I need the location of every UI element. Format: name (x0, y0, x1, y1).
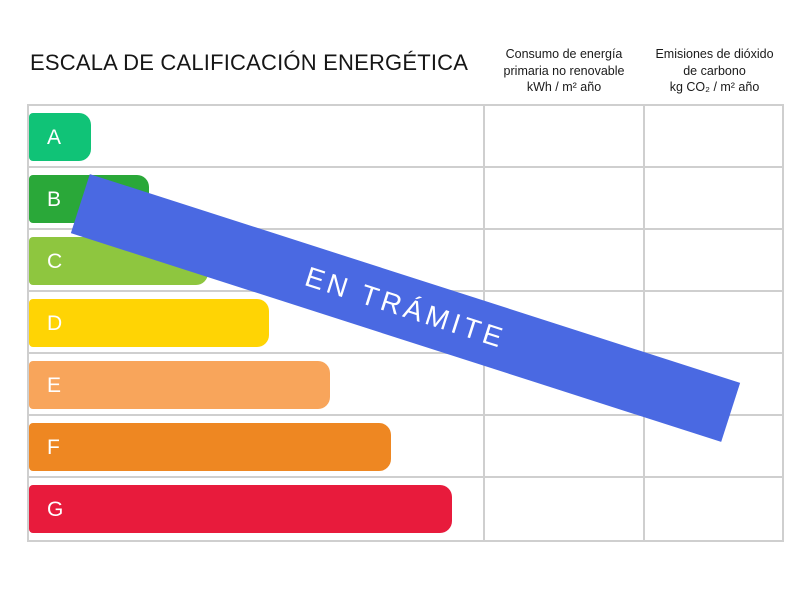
rating-bar-cell-g: G (29, 478, 485, 540)
consumo-value-cell-f (485, 416, 645, 476)
column-header-consumo: Consumo de energía primaria no renovable… (480, 46, 648, 96)
table-row-a: A (29, 106, 782, 168)
rating-bar-d: D (29, 299, 269, 347)
rating-letter-d: D (47, 311, 63, 335)
rating-bar-e: E (29, 361, 330, 409)
emisiones-line-1: Emisiones de dióxido (655, 47, 774, 61)
consumo-value-cell-d (485, 292, 645, 352)
table-row-e: E (29, 354, 782, 416)
table-row-g: G (29, 478, 782, 540)
consumo-line-1: Consumo de energía (505, 47, 623, 61)
consumo-value-cell-g (485, 478, 645, 540)
consumo-value-cell-a (485, 106, 645, 166)
emisiones-line-3: kg CO₂ / m² año (669, 80, 760, 94)
consumo-line-2: primaria no renovable (503, 63, 625, 78)
page-title: ESCALA DE CALIFICACIÓN ENERGÉTICA (30, 50, 469, 75)
emisiones-value-cell-g (645, 478, 782, 540)
emisiones-value-cell-a (645, 106, 782, 166)
table-row-f: F (29, 416, 782, 478)
rating-bar-a: A (29, 113, 91, 161)
rating-letter-e: E (47, 373, 62, 397)
rating-letter-c: C (47, 249, 63, 273)
rating-bar-g: G (29, 485, 452, 533)
rating-bar-f: F (29, 423, 391, 471)
rating-bar-cell-e: E (29, 354, 485, 414)
rating-letter-g: G (47, 497, 64, 521)
rating-letter-f: F (47, 435, 60, 459)
consumo-value-cell-b (485, 168, 645, 228)
rating-bar-cell-f: F (29, 416, 485, 476)
column-header-emisiones: Emisiones de dióxido de carbono kg CO₂ /… (642, 46, 787, 96)
emisiones-value-cell-b (645, 168, 782, 228)
emisiones-line-2: de carbono (683, 63, 746, 78)
emisiones-value-cell-d (645, 292, 782, 352)
rating-bar-cell-a: A (29, 106, 485, 166)
rating-letter-b: B (47, 187, 62, 211)
consumo-line-3: kWh / m² año (526, 80, 602, 94)
rating-letter-a: A (47, 125, 62, 149)
consumo-value-cell-c (485, 230, 645, 290)
emisiones-value-cell-c (645, 230, 782, 290)
